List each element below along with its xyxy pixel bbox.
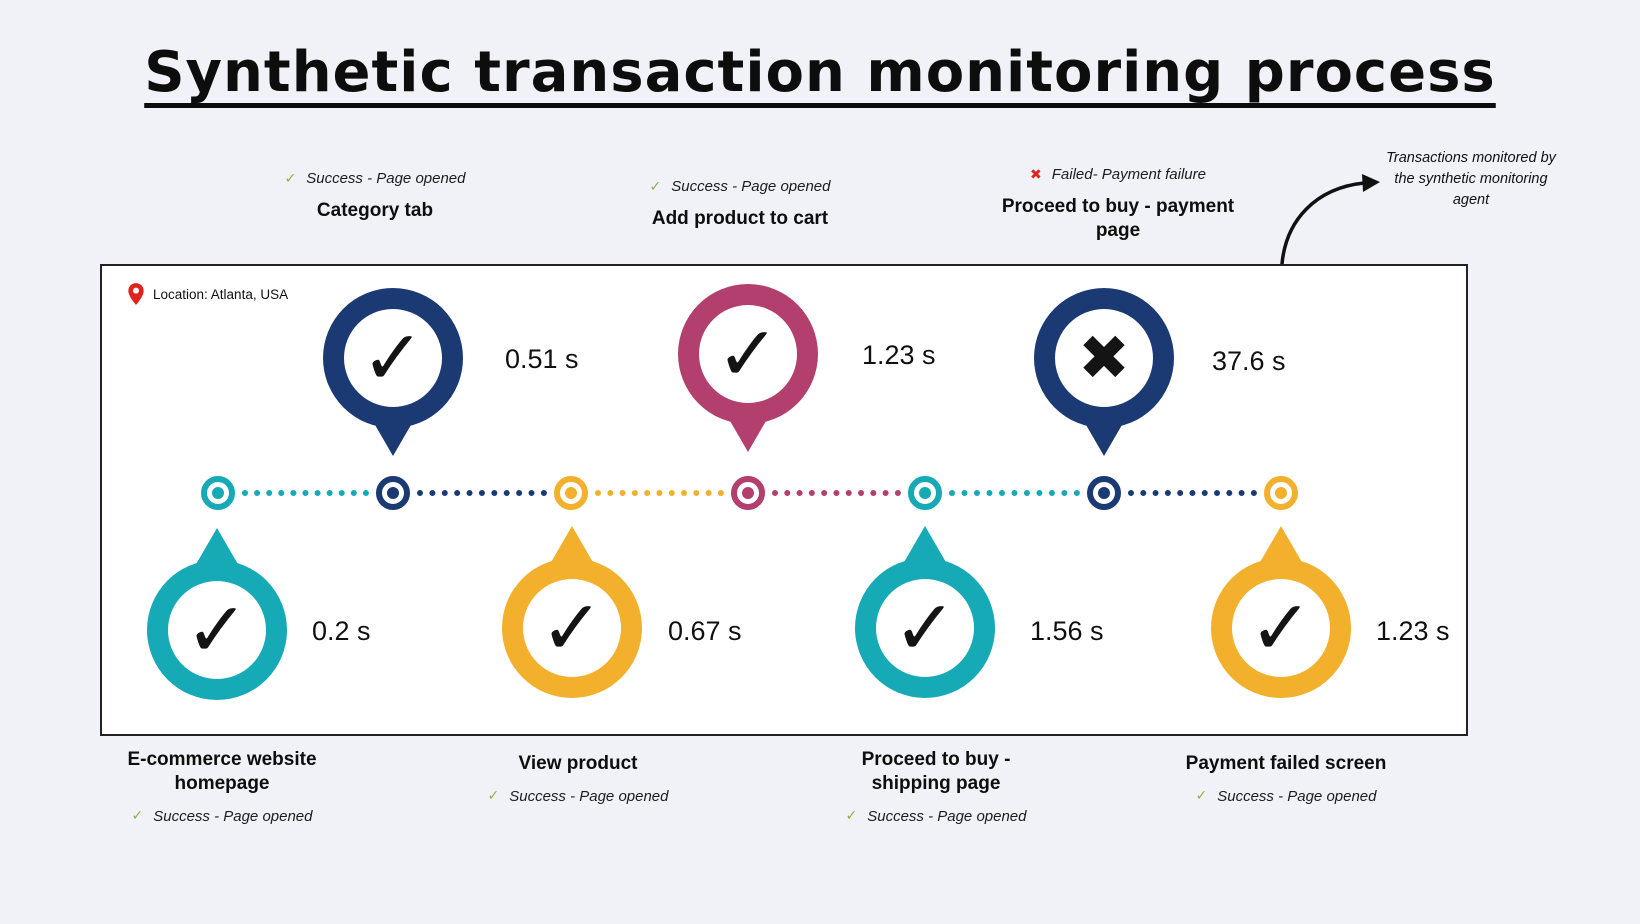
duration-category-tab: 0.51 s	[505, 344, 579, 374]
success-check-icon: ✓	[649, 178, 662, 195]
status-line: ✓ Success - Page opened	[590, 178, 890, 195]
timeline-node-2	[376, 476, 410, 510]
marker-inner: ✓	[1232, 579, 1330, 677]
location-text: Location: Atlanta, USA	[153, 286, 289, 302]
marker-category-tab: ✓	[323, 288, 463, 428]
marker-inner: ✖	[1055, 309, 1153, 407]
marker-inner: ✓	[344, 309, 442, 407]
check-icon: ✓	[1249, 583, 1313, 672]
page-title-text: Synthetic transaction monitoring process	[144, 40, 1496, 105]
check-icon: ✓	[716, 309, 780, 398]
timeline-node-1	[201, 476, 235, 510]
duration-shipping-page: 1.56 s	[1030, 616, 1104, 646]
duration-add-product: 1.23 s	[862, 340, 936, 370]
timeline-node-6	[1087, 476, 1121, 510]
step-label-payment-page: ✖ Failed- Payment failure Proceed to buy…	[988, 166, 1248, 243]
status-line: ✓ Success - Page opened	[225, 170, 525, 187]
marker-shipping-page: ✓	[855, 558, 995, 698]
check-icon: ✓	[361, 313, 425, 402]
timeline-node-3	[554, 476, 588, 510]
status-line: ✓ Success - Page opened	[102, 808, 342, 825]
marker-inner: ✓	[168, 581, 266, 679]
step-title: Payment failed screen	[1185, 753, 1387, 774]
step-label-homepage: E-commerce website homepage ✓ Success - …	[102, 748, 342, 825]
curved-arrow-icon	[1280, 174, 1380, 266]
page-title: Synthetic transaction monitoring process	[0, 40, 1640, 105]
step-label-add-product: ✓ Success - Page opened Add product to c…	[590, 178, 890, 231]
status-text: Success - Page opened	[306, 170, 466, 187]
marker-inner: ✓	[699, 305, 797, 403]
marker-view-product: ✓	[502, 558, 642, 698]
success-check-icon: ✓	[1195, 788, 1208, 805]
duration-view-product: 0.67 s	[668, 616, 742, 646]
success-check-icon: ✓	[487, 788, 500, 805]
annotation-text: Transactions monitored by the synthetic …	[1386, 150, 1556, 209]
duration-homepage: 0.2 s	[312, 616, 371, 646]
marker-payment-page: ✖	[1034, 288, 1174, 428]
timeline-segment-6	[1128, 490, 1257, 496]
status-text: Success - Page opened	[867, 807, 1027, 825]
x-icon: ✖	[1078, 321, 1130, 394]
marker-add-product: ✓	[678, 284, 818, 424]
status-line: ✖ Failed- Payment failure	[988, 166, 1248, 183]
status-line: ✓ Success - Page opened	[1136, 788, 1436, 805]
timeline-node-7	[1264, 476, 1298, 510]
duration-payment-failed: 1.23 s	[1376, 616, 1450, 646]
step-title: Add product to cart	[651, 208, 829, 229]
check-icon: ✓	[893, 583, 957, 672]
marker-inner: ✓	[523, 579, 621, 677]
status-text: Failed- Payment failure	[1051, 166, 1206, 183]
success-check-icon: ✓	[284, 170, 297, 187]
status-text: Success - Page opened	[509, 787, 669, 805]
check-icon: ✓	[540, 583, 604, 672]
success-check-icon: ✓	[131, 808, 144, 824]
location-pin-icon	[128, 283, 144, 305]
marker-payment-failed: ✓	[1211, 558, 1351, 698]
status-line: ✓ Success - Page opened	[826, 808, 1046, 825]
check-icon: ✓	[185, 585, 249, 674]
timeline-node-5	[908, 476, 942, 510]
step-title: Category tab	[316, 200, 434, 221]
timeline-node-4	[731, 476, 765, 510]
duration-payment-page: 37.6 s	[1212, 346, 1286, 376]
step-label-view-product: View product ✓ Success - Page opened	[438, 752, 718, 805]
step-title: Proceed to buy - shipping page	[861, 749, 1011, 794]
marker-inner: ✓	[876, 579, 974, 677]
timeline-segment-5	[949, 490, 1080, 496]
timeline-segment-3	[595, 490, 724, 496]
location-badge: Location: Atlanta, USA	[126, 282, 288, 306]
step-title: E-commerce website homepage	[127, 749, 317, 794]
step-label-payment-failed: Payment failed screen ✓ Success - Page o…	[1136, 752, 1436, 805]
success-check-icon: ✓	[845, 808, 858, 824]
status-text: Success - Page opened	[1217, 787, 1377, 805]
status-text: Success - Page opened	[671, 178, 831, 195]
timeline-segment-4	[772, 490, 901, 496]
step-label-category-tab: ✓ Success - Page opened Category tab	[225, 170, 525, 223]
step-label-shipping-page: Proceed to buy - shipping page ✓ Success…	[826, 748, 1046, 825]
step-title: View product	[518, 753, 638, 774]
timeline-segment-2	[417, 490, 547, 496]
step-title: Proceed to buy - payment page	[1001, 196, 1235, 241]
timeline-segment-1	[242, 490, 369, 496]
status-line: ✓ Success - Page opened	[438, 788, 718, 805]
fail-x-icon: ✖	[1030, 166, 1042, 183]
status-text: Success - Page opened	[153, 807, 313, 825]
marker-homepage: ✓	[147, 560, 287, 700]
